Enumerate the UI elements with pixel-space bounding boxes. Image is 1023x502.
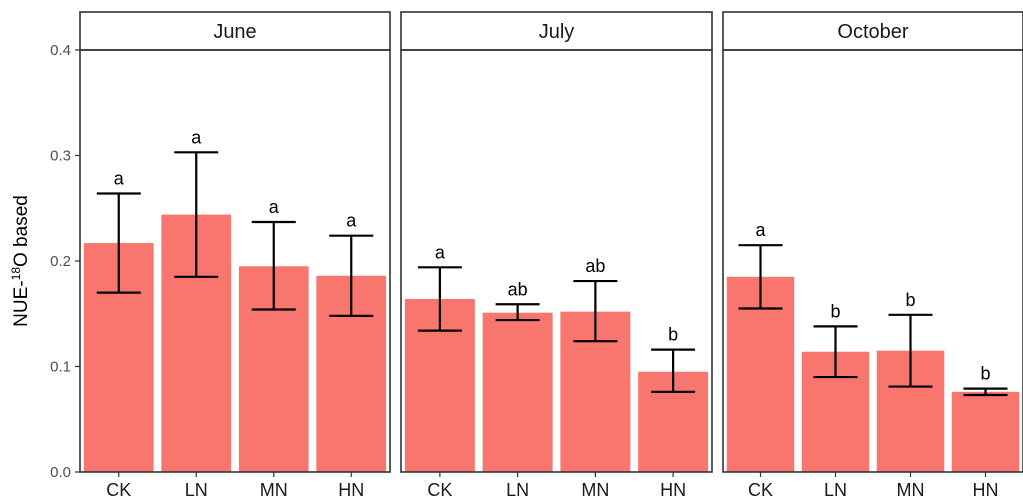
y-tick-label: 0.1 xyxy=(50,359,71,376)
x-tick-label: HN xyxy=(973,480,999,500)
facet-title: October xyxy=(837,21,908,43)
x-tick-label: CK xyxy=(106,480,131,500)
facet-strip xyxy=(722,11,1023,51)
bar xyxy=(951,391,1020,472)
y-tick-label: 0.4 xyxy=(50,42,71,59)
facet-title: July xyxy=(539,21,575,43)
panel-border xyxy=(79,49,391,473)
significance-letter: a xyxy=(435,242,446,262)
significance-letter: a xyxy=(269,197,280,217)
significance-letter: b xyxy=(905,290,915,310)
x-tick-label: HN xyxy=(338,480,364,500)
significance-letter: ab xyxy=(508,279,528,299)
x-tick-label: MN xyxy=(581,480,609,500)
facet-strip xyxy=(400,11,713,51)
x-tick-label: MN xyxy=(260,480,288,500)
significance-letter: b xyxy=(830,301,840,321)
facet-title: June xyxy=(213,21,256,43)
significance-letter: a xyxy=(346,211,357,231)
y-tick-label: 0.2 xyxy=(50,253,71,270)
significance-letter: b xyxy=(980,364,990,384)
x-tick-label: LN xyxy=(185,480,208,500)
y-axis-label: NUE-18O based xyxy=(9,195,32,327)
significance-letter: a xyxy=(755,220,766,240)
significance-letter: a xyxy=(191,127,202,147)
x-tick-label: HN xyxy=(660,480,686,500)
panel-border xyxy=(722,49,1023,473)
panel-border xyxy=(400,49,713,473)
x-tick-label: CK xyxy=(748,480,773,500)
x-tick-label: LN xyxy=(506,480,529,500)
x-tick-label: LN xyxy=(824,480,847,500)
significance-letter: a xyxy=(114,168,125,188)
significance-letter: b xyxy=(668,325,678,345)
facet-strip xyxy=(79,11,391,51)
x-tick-label: MN xyxy=(897,480,925,500)
y-tick-label: 0.3 xyxy=(50,148,71,165)
bar xyxy=(482,312,553,472)
x-tick-label: CK xyxy=(427,480,452,500)
significance-letter: ab xyxy=(585,256,605,276)
y-tick-label: 0.0 xyxy=(50,464,71,481)
